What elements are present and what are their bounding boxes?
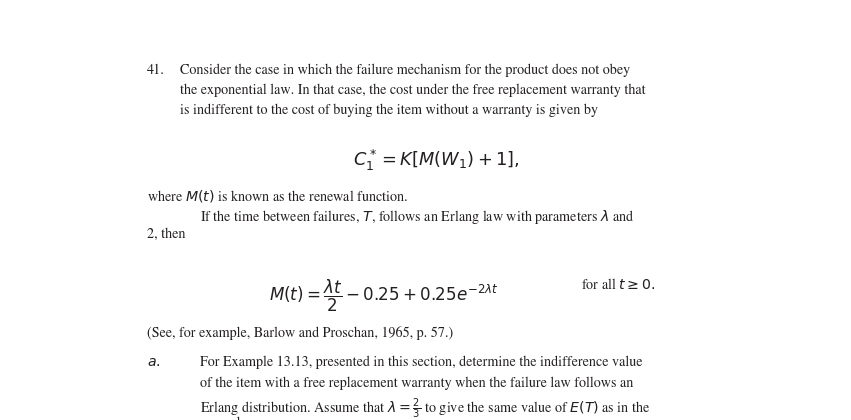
Text: (See, for example, Barlow and Proschan, 1965, p. 57.): (See, for example, Barlow and Proschan, … bbox=[147, 326, 454, 340]
Text: where $M(t)$ is known as the renewal function.: where $M(t)$ is known as the renewal fun… bbox=[147, 188, 408, 204]
Text: example.: example. bbox=[200, 416, 251, 420]
Text: If the time between failures, $T$, follows an Erlang law with parameters $\lambd: If the time between failures, $T$, follo… bbox=[200, 208, 634, 226]
Text: Erlang distribution. Assume that $\lambda = \frac{2}{3}$ to give the same value : Erlang distribution. Assume that $\lambd… bbox=[200, 396, 650, 420]
Text: is indifferent to the cost of buying the item without a warranty is given by: is indifferent to the cost of buying the… bbox=[180, 103, 598, 117]
Text: the exponential law. In that case, the cost under the free replacement warranty : the exponential law. In that case, the c… bbox=[180, 84, 646, 97]
Text: $M(t) = \dfrac{\lambda t}{2} - 0.25 + 0.25e^{-2\lambda t}$: $M(t) = \dfrac{\lambda t}{2} - 0.25 + 0.… bbox=[269, 278, 498, 314]
Text: 41.: 41. bbox=[147, 63, 165, 77]
Text: of the item with a free replacement warranty when the failure law follows an: of the item with a free replacement warr… bbox=[200, 376, 633, 389]
Text: 2, then: 2, then bbox=[147, 228, 186, 241]
Text: for all $t \geq 0.$: for all $t \geq 0.$ bbox=[581, 277, 656, 292]
Text: $C_1^* = K[M(W_1) + 1],$: $C_1^* = K[M(W_1) + 1],$ bbox=[353, 147, 519, 173]
Text: $a.$: $a.$ bbox=[147, 356, 161, 369]
Text: For Example 13.13, presented in this section, determine the indifference value: For Example 13.13, presented in this sec… bbox=[200, 356, 643, 370]
Text: Consider the case in which the failure mechanism for the product does not obey: Consider the case in which the failure m… bbox=[180, 63, 631, 77]
